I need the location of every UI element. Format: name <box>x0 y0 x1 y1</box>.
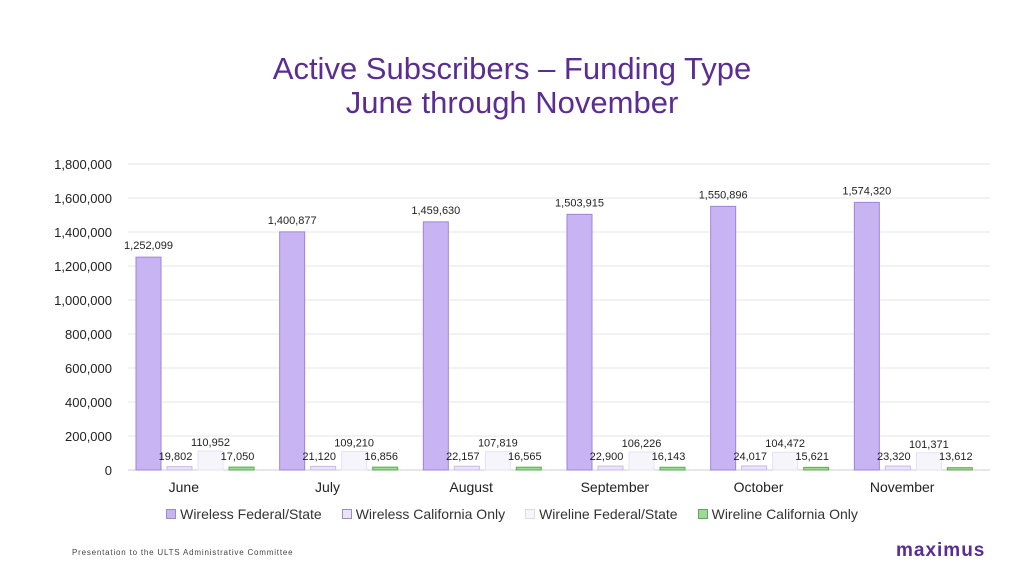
data-label: 23,320 <box>877 451 911 463</box>
y-tick-label: 400,000 <box>65 395 112 410</box>
y-axis-ticks: 0 200,000 400,000 600,000 800,000 1,000,000 1,… <box>54 157 112 478</box>
y-tick-label: 1,800,000 <box>54 157 112 172</box>
x-category-label: September <box>581 479 650 495</box>
bar-wireline-california-only <box>803 466 830 471</box>
y-tick-label: 1,200,000 <box>54 259 112 274</box>
data-label: 107,819 <box>478 438 518 450</box>
chart-title: Active Subscribers – Funding Type June t… <box>0 52 1024 120</box>
data-label: 24,017 <box>733 451 767 463</box>
y-tick-label: 0 <box>105 463 112 478</box>
legend-swatch-wireline-california-only <box>697 509 708 519</box>
y-tick-label: 800,000 <box>65 327 112 342</box>
bar-wireless-california-only <box>310 465 337 471</box>
chart-title-line1: Active Subscribers – Funding Type <box>272 51 752 86</box>
legend: Wireless Federal/State Wireless Californ… <box>0 506 1024 522</box>
data-label: 15,621 <box>795 451 829 463</box>
legend-label-wireless-california-only: Wireless California Only <box>355 506 506 522</box>
bar-wireline-federal-state <box>628 451 655 471</box>
gridlines <box>128 163 990 471</box>
bar-chart: 0 200,000 400,000 600,000 800,000 1,000,000 1,… <box>54 157 990 495</box>
legend-swatch-wireline-federal-state <box>525 509 536 519</box>
data-label: 1,400,877 <box>268 215 317 227</box>
bars <box>135 201 973 471</box>
data-label: 1,574,320 <box>842 185 891 197</box>
y-tick-label: 600,000 <box>65 361 112 376</box>
bar-wireless-federal-state <box>279 231 306 471</box>
footer-text: Presentation to the ULTS Administrative … <box>72 548 294 557</box>
x-category-label: July <box>315 479 340 495</box>
x-category-label: June <box>169 479 200 495</box>
y-tick-label: 1,000,000 <box>54 293 112 308</box>
bar-wireline-california-only <box>372 466 399 471</box>
y-tick-label: 200,000 <box>65 429 112 444</box>
data-label: 1,459,630 <box>411 205 460 217</box>
legend-label-wireline-california-only: Wireline California Only <box>711 506 858 522</box>
chart-title-line2: June through November <box>345 85 679 120</box>
bar-wireless-california-only <box>453 465 480 471</box>
data-label: 109,210 <box>334 437 374 449</box>
bar-wireline-california-only <box>515 466 542 471</box>
data-label: 110,952 <box>191 437 230 449</box>
bar-wireless-california-only <box>166 466 193 471</box>
data-labels: 1,252,099 19,802 110,952 17,050 1,400,877 21,… <box>124 185 973 463</box>
data-label: 106,226 <box>622 438 662 450</box>
bar-wireline-federal-state <box>484 451 511 471</box>
bar-wireline-federal-state <box>915 452 942 471</box>
legend-swatch-wireless-california-only <box>341 509 352 519</box>
legend-label-wireline-federal-state: Wireline Federal/State <box>539 506 678 522</box>
y-tick-label: 1,400,000 <box>54 225 112 240</box>
bar-wireline-federal-state <box>772 451 799 471</box>
legend-item-wireless-federal-state: Wireless Federal/State <box>166 506 322 522</box>
bar-wireless-federal-state <box>422 221 449 471</box>
data-label: 19,802 <box>159 451 193 463</box>
legend-item-wireline-federal-state: Wireline Federal/State <box>525 506 678 522</box>
data-label: 101,371 <box>909 439 949 451</box>
bar-wireless-california-only <box>597 465 624 471</box>
legend-label-wireless-federal-state: Wireless Federal/State <box>180 506 322 522</box>
bar-wireless-federal-state <box>710 205 737 471</box>
bar-wireless-california-only <box>741 465 768 471</box>
data-label: 16,856 <box>364 451 398 463</box>
x-category-label: August <box>449 479 493 495</box>
data-label: 16,565 <box>508 451 542 463</box>
legend-item-wireless-california-only: Wireless California Only <box>341 506 506 522</box>
data-label: 22,157 <box>446 451 480 463</box>
legend-swatch-wireless-federal-state <box>166 509 177 519</box>
bar-wireline-federal-state <box>197 450 224 471</box>
bar-wireless-federal-state <box>566 213 593 471</box>
y-tick-label: 1,600,000 <box>54 191 112 206</box>
bar-wireline-california-only <box>228 466 255 471</box>
bar-wireless-california-only <box>884 465 911 471</box>
data-label: 17,050 <box>221 451 255 463</box>
data-label: 1,550,896 <box>699 189 748 201</box>
data-label: 1,503,915 <box>555 197 604 209</box>
x-category-label: October <box>734 479 784 495</box>
data-label: 1,252,099 <box>124 240 173 252</box>
x-category-label: November <box>870 479 935 495</box>
legend-item-wireline-california-only: Wireline California Only <box>697 506 858 522</box>
bar-wireline-california-only <box>659 466 686 471</box>
data-label: 21,120 <box>302 451 336 463</box>
bar-wireless-federal-state <box>853 201 880 471</box>
maximus-logo: maximus <box>896 540 986 561</box>
data-label: 16,143 <box>652 451 686 463</box>
data-label: 22,900 <box>590 451 624 463</box>
data-label: 104,472 <box>765 438 805 450</box>
bar-wireless-federal-state <box>135 256 162 471</box>
data-label: 13,612 <box>939 451 973 463</box>
bar-wireline-federal-state <box>341 450 368 471</box>
bar-wireline-california-only <box>946 467 973 471</box>
x-axis-categories: June July August September October November <box>169 479 935 495</box>
